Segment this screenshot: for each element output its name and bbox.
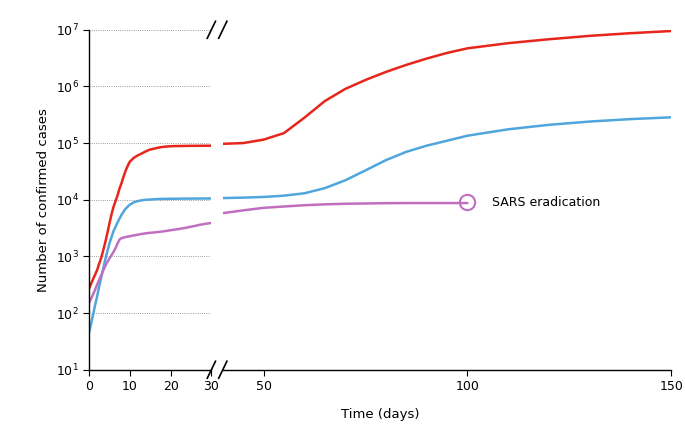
Text: Time (days): Time (days) (341, 408, 419, 421)
Y-axis label: Number of confirmed cases: Number of confirmed cases (37, 108, 50, 292)
Text: SARS eradication: SARS eradication (492, 196, 600, 209)
